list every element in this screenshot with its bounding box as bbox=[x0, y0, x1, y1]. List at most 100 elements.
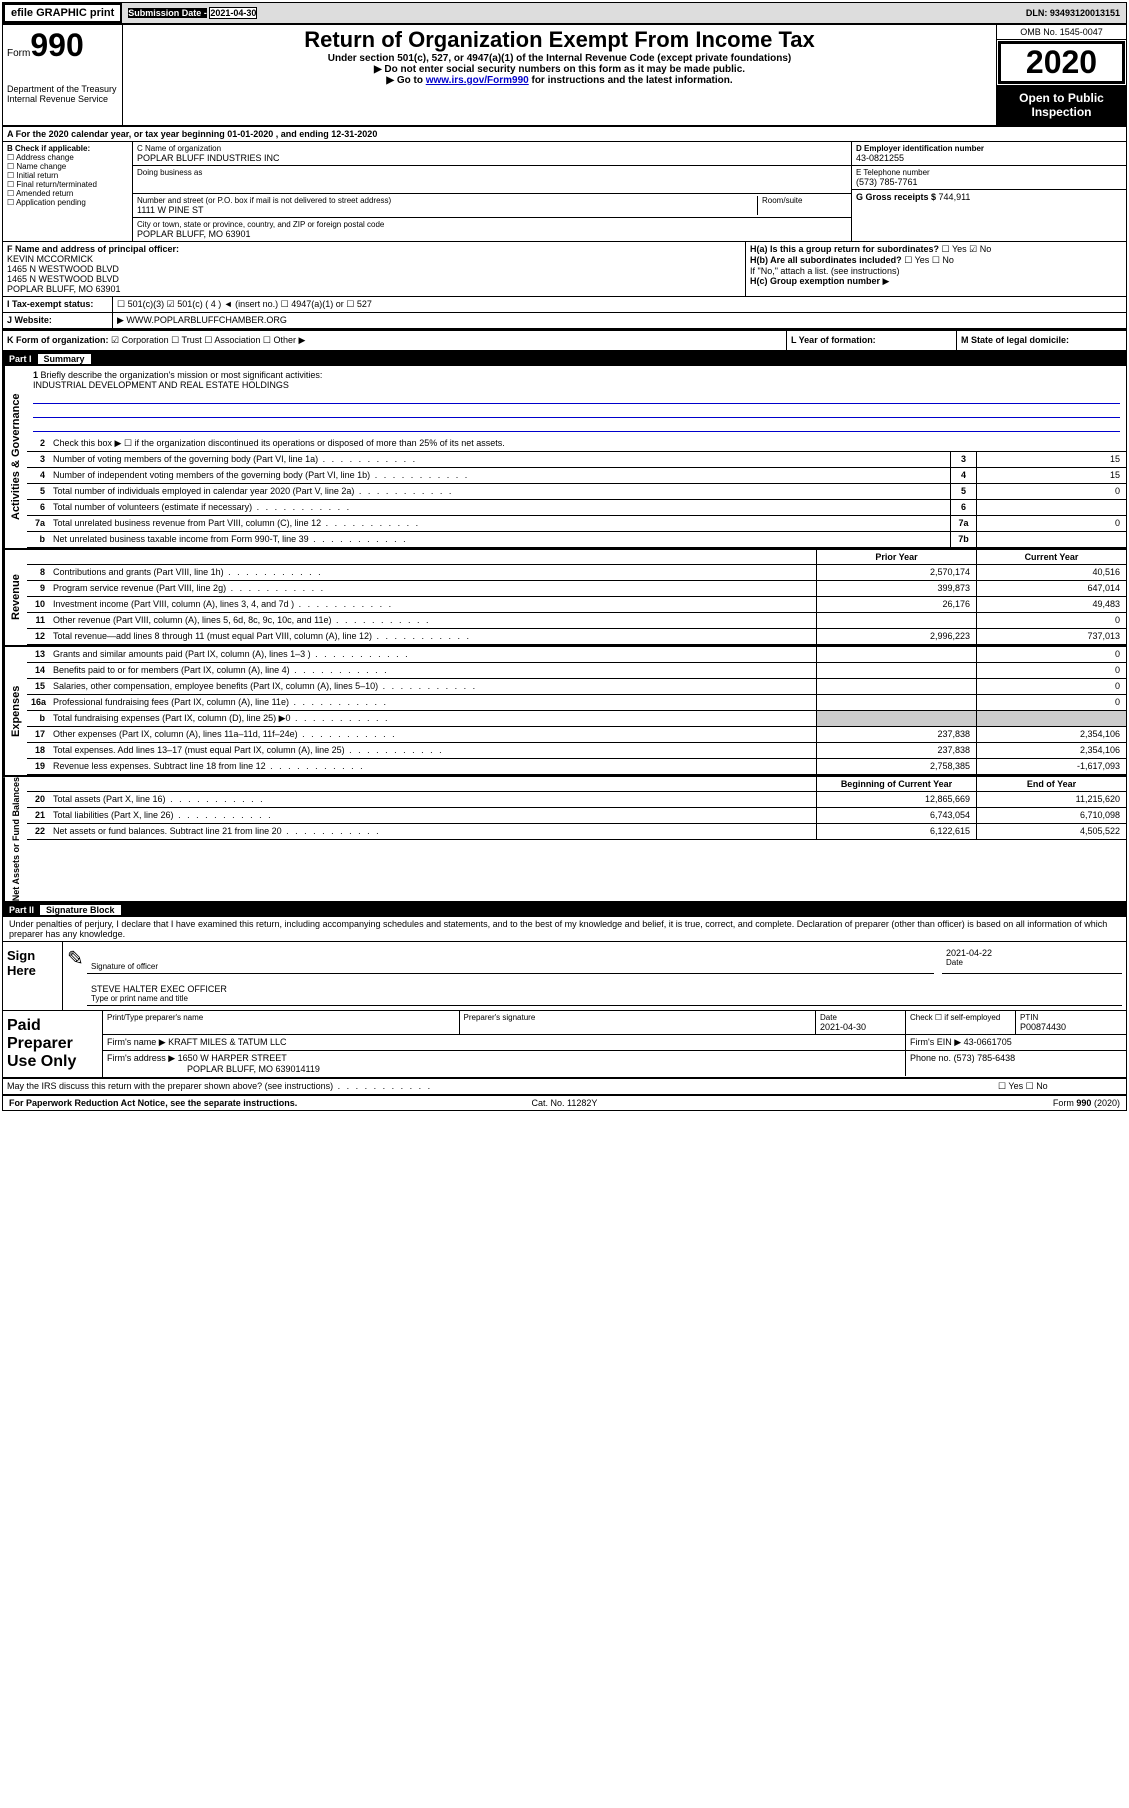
subtitle-2: Do not enter social security numbers on … bbox=[129, 64, 990, 75]
discuss-no[interactable]: No bbox=[1026, 1081, 1048, 1091]
tax-year: 2020 bbox=[998, 41, 1125, 84]
city-state-zip: POPLAR BLUFF, MO 63901 bbox=[137, 229, 847, 239]
addr-label: Number and street (or P.O. box if mail i… bbox=[137, 196, 757, 205]
summary-line: 13Grants and similar amounts paid (Part … bbox=[27, 647, 1126, 663]
year-box: OMB No. 1545-0047 2020 Open to Public In… bbox=[996, 25, 1126, 125]
officer-signature-field[interactable]: Signature of officer bbox=[87, 946, 934, 974]
penalty-statement: Under penalties of perjury, I declare th… bbox=[3, 917, 1126, 941]
chk-527[interactable]: 527 bbox=[346, 299, 372, 309]
summary-line: 15Salaries, other compensation, employee… bbox=[27, 679, 1126, 695]
irs-link[interactable]: www.irs.gov/Form990 bbox=[426, 75, 529, 86]
chk-501c[interactable]: 501(c) ( 4 ) ◄ (insert no.) bbox=[167, 299, 279, 309]
paid-preparer-section: Paid Preparer Use Only Print/Type prepar… bbox=[3, 1011, 1126, 1079]
h-note: If "No," attach a list. (see instruction… bbox=[750, 266, 1122, 276]
section-b-c-d: B Check if applicable: Address change Na… bbox=[3, 142, 1126, 242]
pra-notice: For Paperwork Reduction Act Notice, see … bbox=[9, 1098, 379, 1108]
self-employed-chk[interactable]: Check ☐ if self-employed bbox=[910, 1013, 1011, 1022]
summary-line: 3Number of voting members of the governi… bbox=[27, 452, 1126, 468]
summary-line: 6Total number of volunteers (estimate if… bbox=[27, 500, 1126, 516]
footer: For Paperwork Reduction Act Notice, see … bbox=[3, 1096, 1126, 1110]
officer-addr1: 1465 N WESTWOOD BLVD bbox=[7, 264, 741, 274]
subtitle-1: Under section 501(c), 527, or 4947(a)(1)… bbox=[129, 53, 990, 64]
dba-label: Doing business as bbox=[137, 168, 847, 177]
top-bar: efile GRAPHIC print Submission Date - 20… bbox=[3, 3, 1126, 25]
mission-text: INDUSTRIAL DEVELOPMENT AND REAL ESTATE H… bbox=[33, 380, 1120, 390]
chk-corp[interactable]: Corporation bbox=[111, 335, 169, 345]
summary-line: bNet unrelated business taxable income f… bbox=[27, 532, 1126, 548]
ptin: P00874430 bbox=[1020, 1022, 1122, 1032]
q2-discontinued: Check this box ▶ ☐ if the organization d… bbox=[49, 436, 1126, 451]
org-name: POPLAR BLUFF INDUSTRIES INC bbox=[137, 153, 847, 163]
chk-name-change[interactable]: Name change bbox=[7, 162, 128, 171]
part-ii-header: Part IISignature Block bbox=[3, 903, 1126, 917]
discuss-yes[interactable]: Yes bbox=[998, 1081, 1023, 1091]
current-year-header: Current Year bbox=[976, 550, 1126, 564]
row-k-l-m: K Form of organization: Corporation Trus… bbox=[3, 329, 1126, 352]
chk-other[interactable]: Other bbox=[263, 335, 296, 345]
city-label: City or town, state or province, country… bbox=[137, 220, 847, 229]
box-c-org-info: C Name of organization POPLAR BLUFF INDU… bbox=[133, 142, 851, 241]
form-header: Form990 Department of the Treasury Inter… bbox=[3, 25, 1126, 127]
summary-line: 5Total number of individuals employed in… bbox=[27, 484, 1126, 500]
summary-line: 19Revenue less expenses. Subtract line 1… bbox=[27, 759, 1126, 775]
tab-revenue: Revenue bbox=[3, 550, 27, 645]
chk-assoc[interactable]: Association bbox=[204, 335, 260, 345]
submission-date-label: Submission Date - 2021-04-30 bbox=[122, 6, 263, 20]
phone: (573) 785-7761 bbox=[856, 177, 1122, 187]
summary-line: 12Total revenue—add lines 8 through 11 (… bbox=[27, 629, 1126, 645]
summary-line: 14Benefits paid to or for members (Part … bbox=[27, 663, 1126, 679]
box-f-officer: F Name and address of principal officer:… bbox=[3, 242, 746, 296]
sig-date-field: 2021-04-22 Date bbox=[942, 946, 1122, 974]
paid-preparer-label: Paid Preparer Use Only bbox=[3, 1011, 103, 1077]
officer-city: POPLAR BLUFF, MO 63901 bbox=[7, 284, 741, 294]
summary-line: 22Net assets or fund balances. Subtract … bbox=[27, 824, 1126, 840]
summary-line: bTotal fundraising expenses (Part IX, co… bbox=[27, 711, 1126, 727]
summary-line: 7aTotal unrelated business revenue from … bbox=[27, 516, 1126, 532]
summary-governance: Activities & Governance 1 Briefly descri… bbox=[3, 366, 1126, 550]
summary-line: 21Total liabilities (Part X, line 26)6,7… bbox=[27, 808, 1126, 824]
summary-netassets: Net Assets or Fund Balances Beginning of… bbox=[3, 777, 1126, 903]
summary-line: 16aProfessional fundraising fees (Part I… bbox=[27, 695, 1126, 711]
gross-receipts: 744,911 bbox=[939, 192, 971, 202]
form-title: Return of Organization Exempt From Incom… bbox=[129, 27, 990, 53]
chk-address-change[interactable]: Address change bbox=[7, 153, 128, 162]
summary-revenue: Revenue Prior Year Current Year 8Contrib… bbox=[3, 550, 1126, 647]
tab-netassets: Net Assets or Fund Balances bbox=[3, 777, 27, 901]
chk-app-pending[interactable]: Application pending bbox=[7, 198, 128, 207]
phone-label: E Telephone number bbox=[856, 168, 1122, 177]
ein-label: D Employer identification number bbox=[856, 144, 1122, 153]
state-domicile-label: M State of legal domicile: bbox=[961, 335, 1069, 345]
room-label: Room/suite bbox=[762, 196, 847, 205]
chk-501c3[interactable]: 501(c)(3) bbox=[117, 299, 164, 309]
summary-line: 4Number of independent voting members of… bbox=[27, 468, 1126, 484]
row-i-tax-status: I Tax-exempt status: 501(c)(3) 501(c) ( … bbox=[3, 297, 1126, 313]
row-a-tax-year: A For the 2020 calendar year, or tax yea… bbox=[3, 127, 1126, 142]
section-f-h: F Name and address of principal officer:… bbox=[3, 242, 1126, 297]
summary-line: 11Other revenue (Part VIII, column (A), … bbox=[27, 613, 1126, 629]
beg-year-header: Beginning of Current Year bbox=[816, 777, 976, 791]
cat-no: Cat. No. 11282Y bbox=[379, 1098, 749, 1108]
signature-section: Sign Here ✎ Signature of officer 2021-04… bbox=[3, 941, 1126, 1011]
form-ref: Form 990 (2020) bbox=[750, 1098, 1120, 1108]
box-d-e-g: D Employer identification number 43-0821… bbox=[851, 142, 1126, 241]
chk-initial-return[interactable]: Initial return bbox=[7, 171, 128, 180]
street-address: 1111 W PINE ST bbox=[137, 205, 757, 215]
summary-line: 8Contributions and grants (Part VIII, li… bbox=[27, 565, 1126, 581]
form-page: efile GRAPHIC print Submission Date - 20… bbox=[2, 2, 1127, 1111]
efile-button[interactable]: efile GRAPHIC print bbox=[3, 3, 122, 23]
chk-amended[interactable]: Amended return bbox=[7, 189, 128, 198]
summary-line: 17Other expenses (Part IX, column (A), l… bbox=[27, 727, 1126, 743]
website-url: WWW.POPLARBLUFFCHAMBER.ORG bbox=[113, 313, 1126, 328]
summary-line: 18Total expenses. Add lines 13–17 (must … bbox=[27, 743, 1126, 759]
ein: 43-0821255 bbox=[856, 153, 1122, 163]
chk-final-return[interactable]: Final return/terminated bbox=[7, 180, 128, 189]
box-h-group: H(a) Is this a group return for subordin… bbox=[746, 242, 1126, 296]
chk-4947[interactable]: 4947(a)(1) or bbox=[281, 299, 344, 309]
omb-number: OMB No. 1545-0047 bbox=[997, 25, 1126, 40]
row-j-website: J Website: WWW.POPLARBLUFFCHAMBER.ORG bbox=[3, 313, 1126, 329]
open-public-badge: Open to Public Inspection bbox=[997, 85, 1126, 125]
firm-addr2: POPLAR BLUFF, MO 639014119 bbox=[107, 1064, 901, 1074]
dept-treasury: Department of the Treasury Internal Reve… bbox=[7, 84, 118, 104]
chk-trust[interactable]: Trust bbox=[171, 335, 202, 345]
discuss-row: May the IRS discuss this return with the… bbox=[3, 1079, 1126, 1096]
